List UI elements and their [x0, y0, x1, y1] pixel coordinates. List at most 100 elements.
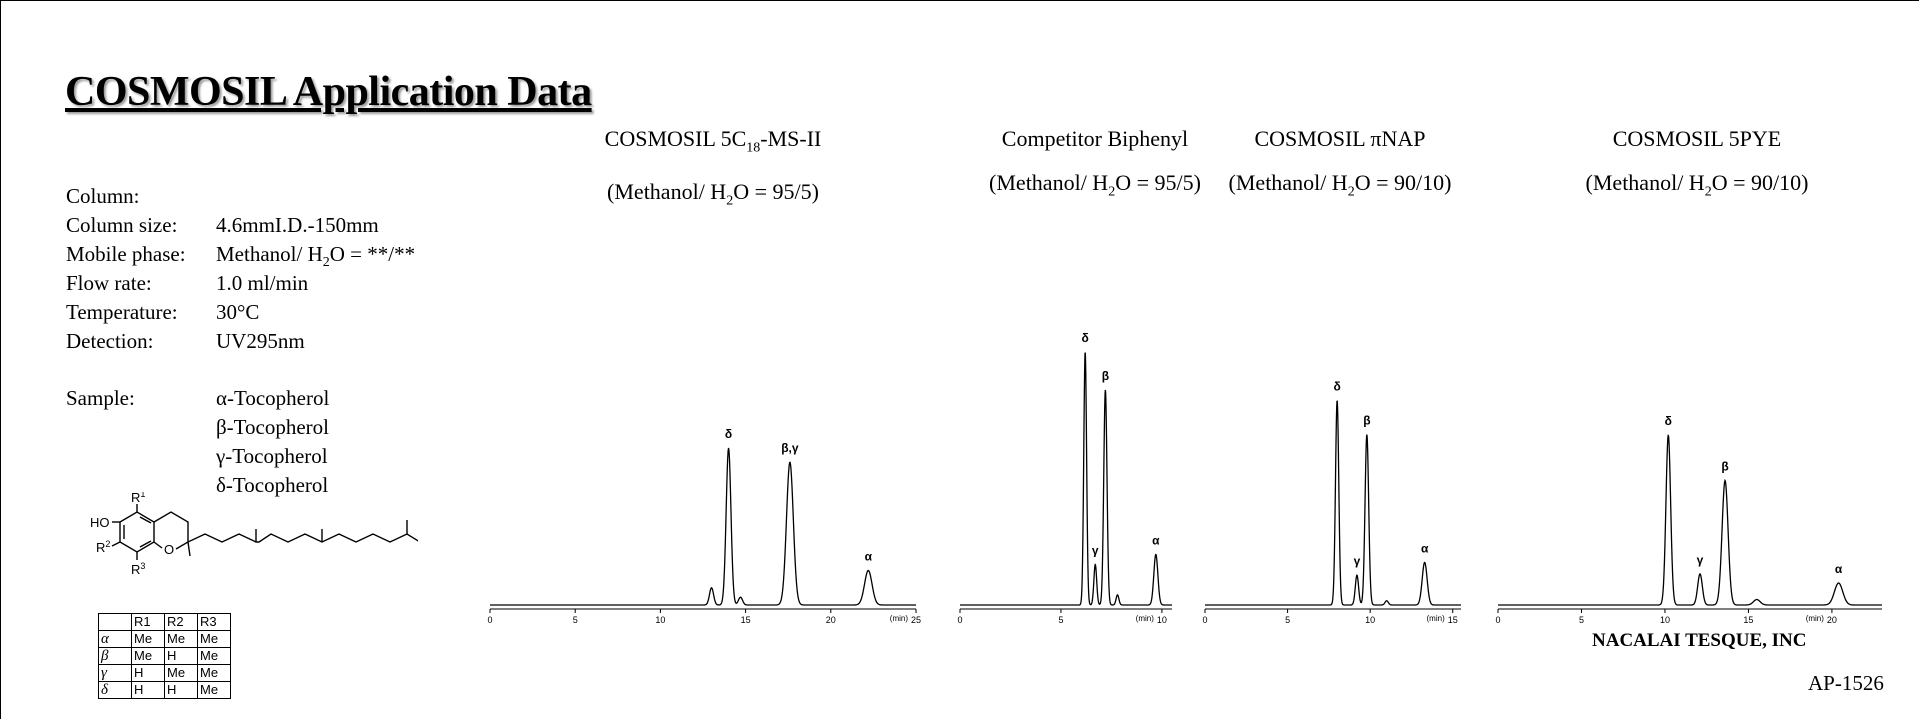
r-letter: R: [131, 562, 140, 577]
table-cell: Me: [197, 681, 231, 699]
conditions-list: Column: Column size: 4.6mmI.D.-150mm Mob…: [66, 182, 415, 356]
r-superscript: 3: [140, 561, 145, 571]
peak-label: δ: [1333, 380, 1340, 394]
chart-4-header: COSMOSIL 5PYE (Methanol/ H2O = 90/10): [1547, 124, 1847, 207]
peak-label: α: [1421, 541, 1429, 555]
x-tick-label: 5: [573, 615, 578, 625]
peak-label: γ: [1092, 544, 1099, 558]
condition-value: Methanol/ H2O = **/**: [216, 240, 416, 270]
x-tick-label: 10: [1660, 615, 1670, 625]
condition-row: Mobile phase: Methanol/ H2O = **/**: [66, 240, 416, 270]
x-tick-label: 15: [1743, 615, 1753, 625]
table-cell: Me: [197, 664, 231, 682]
value-text: O = **/**: [329, 242, 416, 266]
table-cell: β: [98, 647, 132, 665]
peak-label: δ: [1665, 414, 1672, 428]
condition-row: Column:: [66, 182, 415, 211]
condition-value: UV295nm: [216, 329, 305, 353]
chart-3-header: COSMOSIL πNAP (Methanol/ H2O = 90/10): [1190, 124, 1490, 207]
r-superscript: 2: [105, 539, 110, 549]
r-letter: R: [96, 540, 105, 555]
x-unit-label: (min): [1136, 614, 1155, 623]
x-tick-label: 5: [1285, 615, 1290, 625]
sample-row: δ-Tocopherol: [66, 471, 329, 500]
peak-label: γ: [1354, 554, 1361, 568]
table-cell: Me: [164, 630, 198, 648]
table-cell: γ: [98, 664, 132, 682]
condition-label: Column size:: [66, 213, 178, 237]
sample-row: γ-Tocopherol: [66, 442, 329, 471]
x-tick-label: 10: [655, 615, 665, 625]
table-cell: H: [164, 647, 198, 665]
table-cell: Me: [131, 647, 165, 665]
condition-value: 30°C: [216, 300, 260, 324]
document-id: AP-1526: [1808, 671, 1884, 695]
x-unit-label: (min): [1427, 614, 1446, 623]
sample-row: Sample: α-Tocopherol: [66, 384, 329, 413]
x-tick-label: 20: [1827, 615, 1837, 625]
peak-label: α: [865, 549, 873, 563]
column-name: Competitor Biphenyl: [945, 124, 1245, 154]
x-tick-label: 5: [1579, 615, 1584, 625]
condition-row: Column size: 4.6mmI.D.-150mm: [66, 211, 415, 240]
r2-label: R2: [96, 539, 110, 555]
aromatic-ring: [119, 511, 155, 553]
sample-item: γ-Tocopherol: [216, 444, 328, 468]
condition-row: Flow rate: 1.0 ml/min: [66, 269, 415, 298]
mobile-phase-text: (Methanol/ H: [989, 170, 1109, 195]
table-cell: Me: [131, 630, 165, 648]
condition-label: Mobile phase:: [66, 242, 186, 266]
table-header-cell: R1: [131, 613, 165, 631]
column-name-text: COSMOSIL πNAP: [1254, 126, 1426, 151]
x-tick-label: 15: [741, 615, 751, 625]
mobile-phase-text: O = 95/5): [1115, 170, 1201, 195]
table-cell: α: [98, 630, 132, 648]
x-tick-label: 5: [1058, 615, 1063, 625]
table-cell: H: [131, 681, 165, 699]
column-name: COSMOSIL πNAP: [1190, 124, 1490, 154]
chromatogram-trace: [1498, 434, 1882, 606]
mobile-phase-label: (Methanol/ H2O = 95/5): [563, 177, 863, 216]
column-name: COSMOSIL 5C18-MS-II: [563, 124, 863, 163]
peak-label: α: [1152, 533, 1160, 547]
x-tick-label: 0: [1202, 615, 1207, 625]
chromatogram-trace: [1205, 400, 1461, 606]
condition-label: Flow rate:: [66, 271, 152, 295]
peak-label: β: [1363, 414, 1370, 428]
mobile-phase-text: (Methanol/ H: [1228, 170, 1348, 195]
sample-list: Sample: α-Tocopherol β-Tocopherol γ-Toco…: [66, 384, 329, 500]
r-superscript: 1: [140, 492, 145, 499]
x-tick-label: 0: [957, 615, 962, 625]
x-tick-label: 10: [1157, 615, 1167, 625]
column-name: COSMOSIL 5PYE: [1547, 124, 1847, 154]
pyran-ring: [153, 511, 189, 550]
table-cell: Me: [197, 630, 231, 648]
r3-label: R3: [131, 561, 145, 577]
table-header-cell: [98, 613, 132, 631]
mobile-phase-label: (Methanol/ H2O = 90/10): [1547, 168, 1847, 207]
mobile-phase-subscript: 2: [1347, 184, 1355, 200]
mobile-phase-text: O = 90/10): [1711, 170, 1809, 195]
x-unit-label: (min): [890, 614, 909, 623]
value-text: Methanol/ H: [216, 242, 323, 266]
page-title: COSMOSIL Application Data: [65, 69, 592, 115]
mobile-phase-text: O = 90/10): [1354, 170, 1452, 195]
peak-label: α: [1835, 562, 1843, 576]
phytyl-chain: [187, 533, 418, 543]
peak-label: δ: [725, 427, 732, 441]
x-tick-label: 0: [1495, 615, 1500, 625]
table-cell: Me: [164, 664, 198, 682]
sample-label: Sample:: [66, 386, 135, 410]
table-cell: Me: [197, 647, 231, 665]
x-tick-label: 20: [826, 615, 836, 625]
table-cell: H: [164, 681, 198, 699]
x-tick-label: 15: [1448, 615, 1458, 625]
chromatogram-5pye: 0 5 10 15 20(min) δ γ β α: [1495, 414, 1882, 625]
condition-label: Temperature:: [66, 300, 178, 324]
table-row: β Me H Me: [98, 647, 231, 665]
column-name-text: Competitor Biphenyl: [1001, 126, 1189, 151]
table-row: γ H Me Me: [98, 664, 231, 682]
tocopherol-structure: HO R1 R2 R3 O: [90, 492, 418, 577]
sample-item: α-Tocopherol: [216, 386, 330, 410]
peak-label: β,γ: [781, 441, 799, 455]
